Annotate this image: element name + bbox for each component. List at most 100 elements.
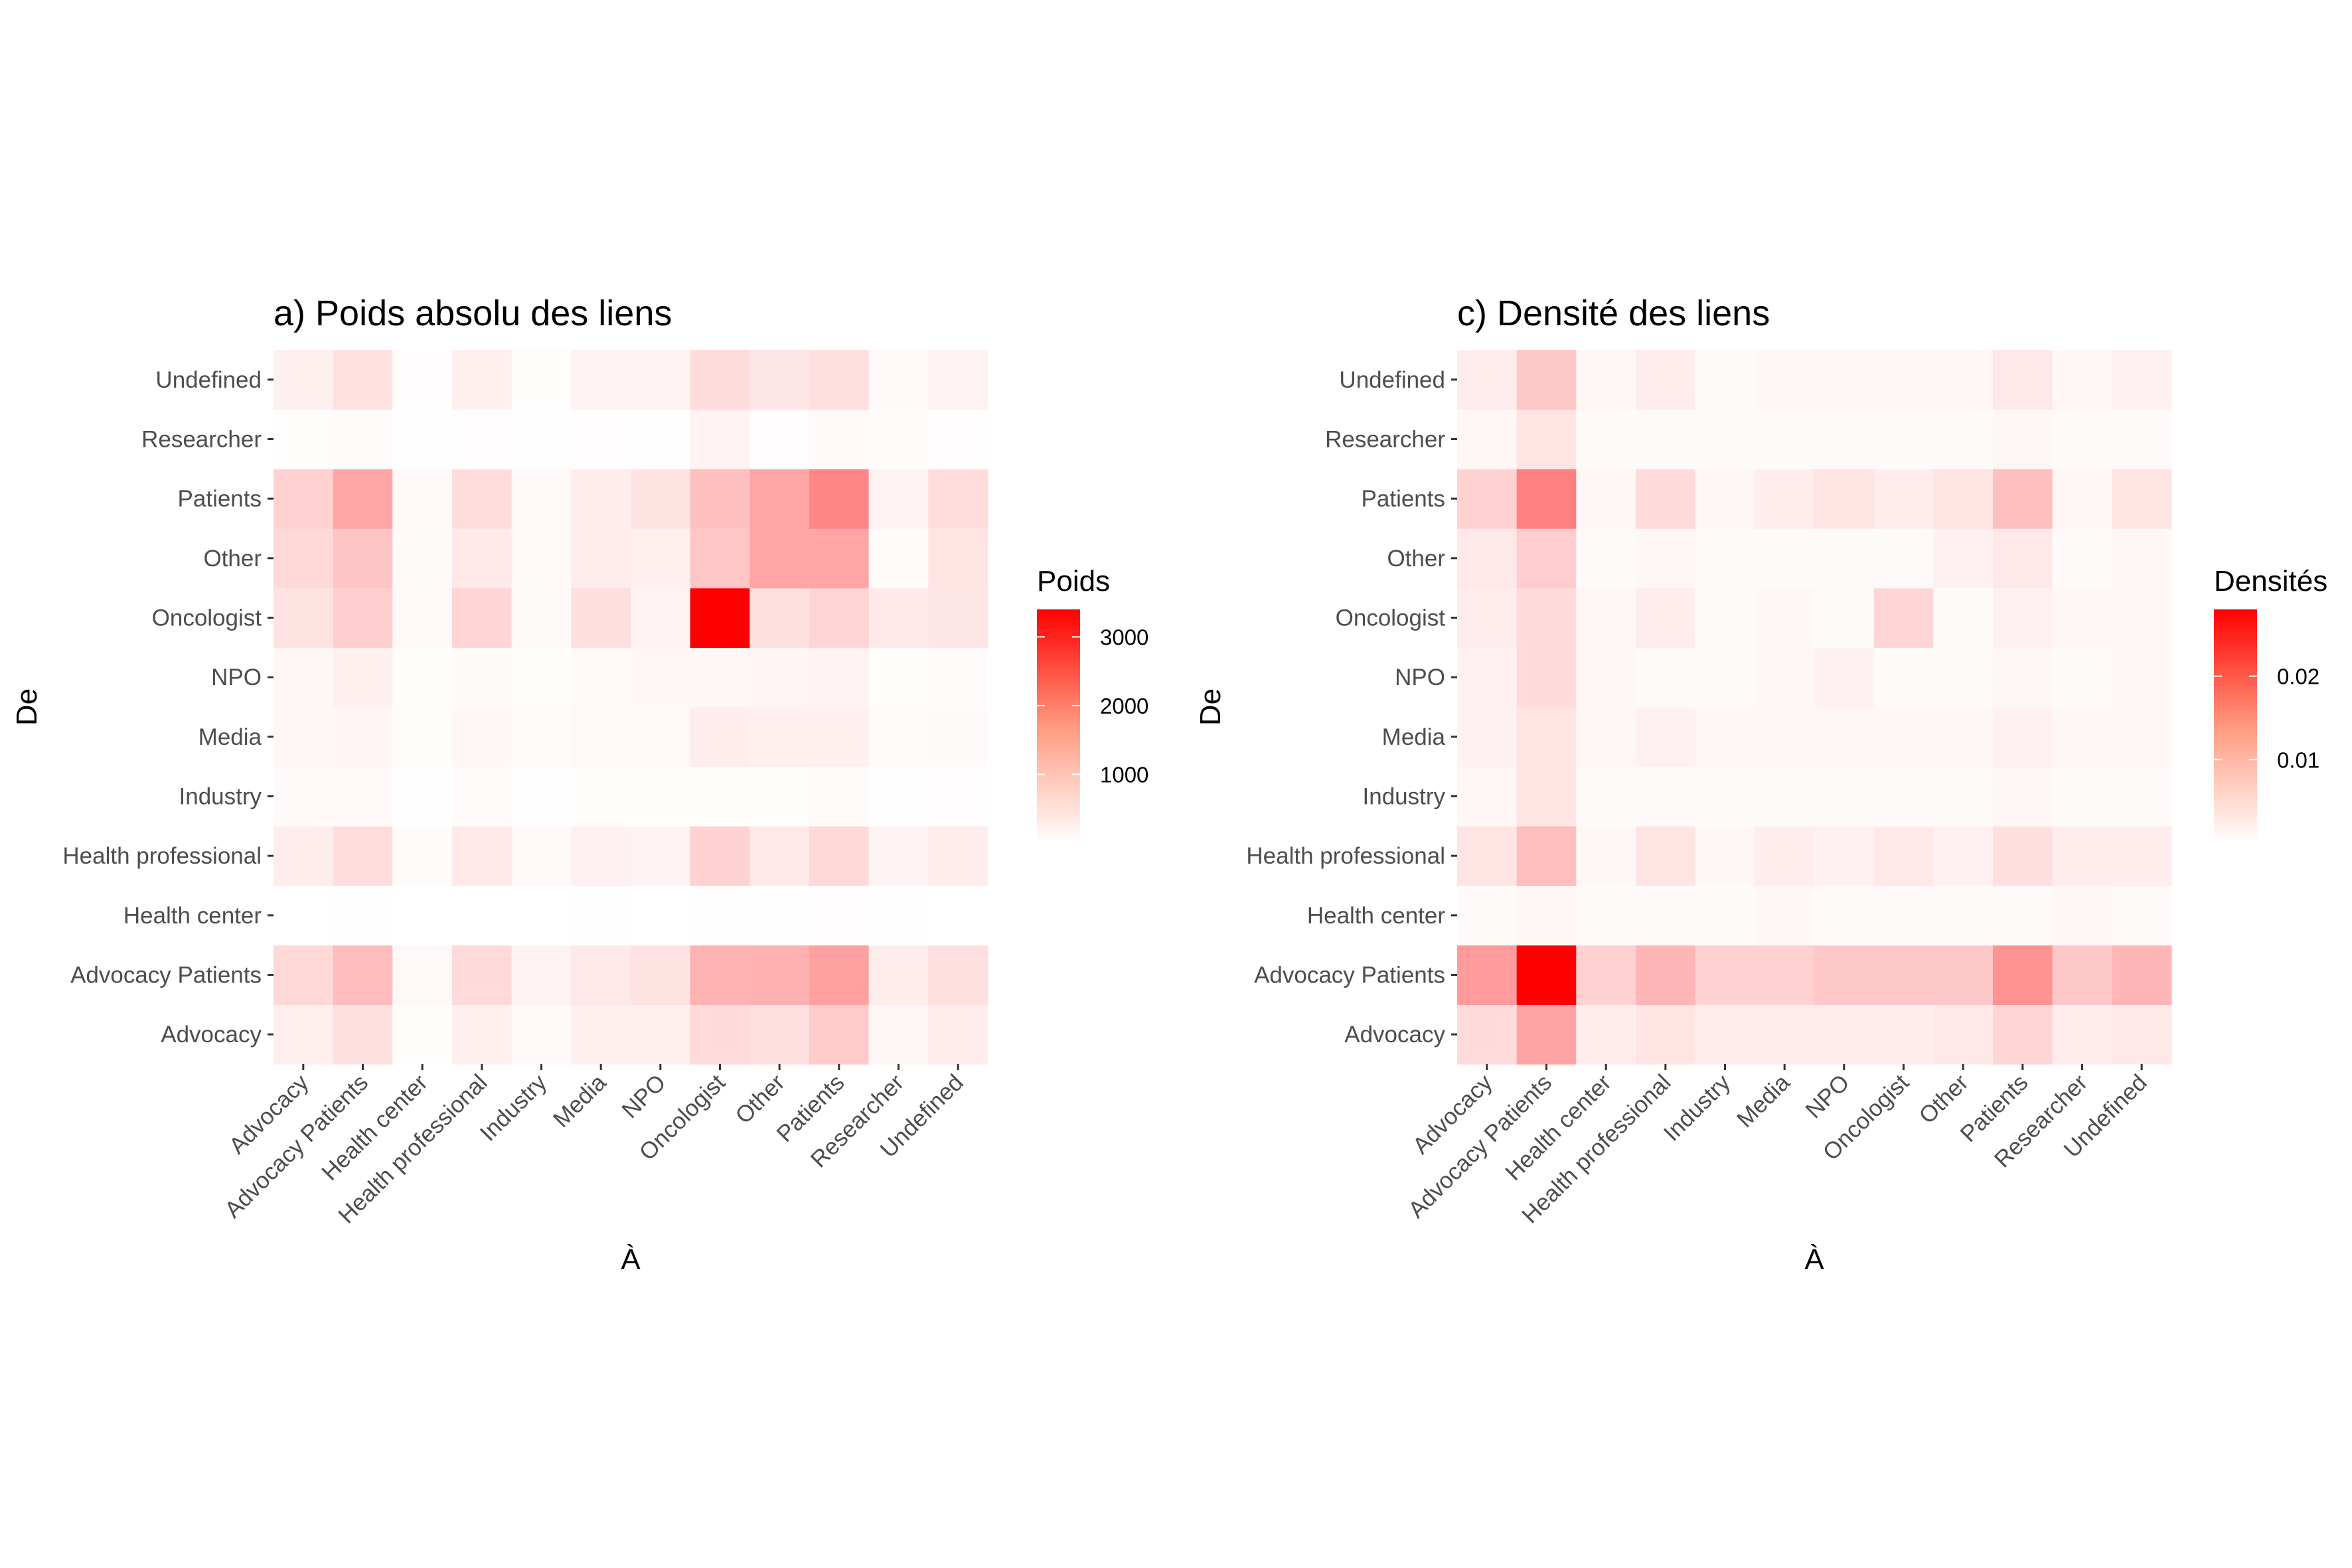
heatmap-cell-patients-to-npo: [631, 469, 691, 529]
heatmap-cell-undefined-to-researcher: [868, 350, 929, 410]
heatmap-cells-c: [1457, 350, 2172, 1065]
heatmap-cell-advocacy-to-industry: [511, 1004, 572, 1065]
heatmap-cell-npo-to-advocacy: [274, 647, 334, 708]
heatmap-cell-health-center-to-advocacy: [1457, 886, 1518, 946]
heatmap-cell-patients-to-patients: [809, 469, 870, 529]
heatmap-cell-health-center-to-advocacy-patients: [333, 886, 393, 946]
heatmap-cell-advocacy-to-undefined: [928, 1004, 988, 1065]
heatmap-cell-media-to-patients: [809, 707, 870, 767]
legend-tick-label: 2000: [1100, 694, 1148, 718]
heatmap-cell-oncologist-to-health-center: [392, 588, 453, 648]
heatmap-cell-industry-to-patients: [809, 766, 870, 826]
heatmap-cell-other-to-other: [1933, 528, 1994, 589]
heatmap-cell-advocacy-patients-to-patients: [1993, 945, 2053, 1005]
heatmap-cell-patients-to-industry: [511, 469, 572, 529]
heatmap-cell-health-professional-to-health-professional: [452, 826, 512, 886]
heatmap-cell-oncologist-to-oncologist: [1873, 588, 1934, 648]
heatmap-cell-advocacy-to-advocacy: [1457, 1004, 1518, 1065]
heatmap-cell-advocacy-to-undefined: [2112, 1004, 2172, 1065]
heatmap-cell-health-professional-to-other: [1933, 826, 1994, 886]
heatmap-cell-industry-to-npo: [1814, 766, 1875, 826]
heatmap-cell-health-professional-to-advocacy: [274, 826, 334, 886]
heatmap-cell-advocacy-to-advocacy: [274, 1004, 334, 1065]
heatmap-cell-media-to-advocacy-patients: [333, 707, 393, 767]
heatmap-cell-health-professional-to-health-professional: [1636, 826, 1696, 886]
heatmap-cell-health-professional-to-health-center: [392, 826, 453, 886]
heatmap-cell-oncologist-to-other: [1933, 588, 1994, 648]
heatmap-cell-npo-to-health-center: [1576, 647, 1636, 708]
heatmap-cell-advocacy-patients-to-npo: [631, 945, 691, 1005]
heatmap-cell-other-to-health-center: [1576, 528, 1636, 589]
heatmap-cell-oncologist-to-advocacy: [1457, 588, 1518, 648]
heatmap-cell-health-center-to-media: [1755, 886, 1815, 946]
legend-title-a: Poids: [1037, 565, 1110, 597]
heatmap-cell-other-to-industry: [511, 528, 572, 589]
heatmap-cell-other-to-media: [1755, 528, 1815, 589]
heatmap-cell-undefined-to-health-professional: [1636, 350, 1696, 410]
heatmap-cell-oncologist-to-advocacy: [274, 588, 334, 648]
heatmap-cell-health-center-to-researcher: [868, 886, 929, 946]
heatmap-cell-advocacy-to-advocacy-patients: [1516, 1004, 1577, 1065]
heatmap-cell-media-to-media: [1755, 707, 1815, 767]
heatmap-cell-patients-to-npo: [1814, 469, 1875, 529]
heatmap-cell-advocacy-to-other: [749, 1004, 810, 1065]
heatmap-cell-undefined-to-media: [1755, 350, 1815, 410]
heatmap-cell-undefined-to-health-center: [1576, 350, 1636, 410]
heatmap-cell-advocacy-patients-to-advocacy: [1457, 945, 1518, 1005]
heatmap-cell-undefined-to-advocacy-patients: [333, 350, 393, 410]
heatmap-cell-health-center-to-npo: [631, 886, 691, 946]
heatmap-cell-health-professional-to-advocacy-patients: [333, 826, 393, 886]
heatmap-cell-advocacy-to-advocacy-patients: [333, 1004, 393, 1065]
heatmap-cell-researcher-to-oncologist: [1873, 409, 1934, 469]
heatmap-cell-oncologist-to-npo: [631, 588, 691, 648]
heatmap-cell-advocacy-patients-to-advocacy-patients: [333, 945, 393, 1005]
heatmap-cell-advocacy-patients-to-media: [1755, 945, 1815, 1005]
heatmap-cell-health-center-to-undefined: [2112, 886, 2172, 946]
heatmap-cell-other-to-health-center: [392, 528, 453, 589]
heatmap-cell-other-to-patients: [809, 528, 870, 589]
heatmap-cell-patients-to-health-center: [1576, 469, 1636, 529]
heatmap-cell-patients-to-undefined: [928, 469, 988, 529]
heatmap-cell-other-to-advocacy: [1457, 528, 1518, 589]
heatmap-cell-advocacy-patients-to-oncologist: [690, 945, 750, 1005]
heatmap-cell-patients-to-oncologist: [1873, 469, 1934, 529]
heatmap-cell-advocacy-to-health-center: [392, 1004, 453, 1065]
heatmap-cell-advocacy-patients-to-other: [749, 945, 810, 1005]
heatmap-cell-npo-to-advocacy-patients: [1516, 647, 1577, 708]
heatmap-cell-advocacy-patients-to-advocacy: [274, 945, 334, 1005]
x-axis-title-a: À: [621, 1243, 641, 1276]
heatmap-cell-media-to-researcher: [868, 707, 929, 767]
heatmap-panel-a: a) Poids absolu des liens Advocacy Advoca…: [11, 293, 1148, 1276]
heatmap-cell-industry-to-health-professional: [1636, 766, 1696, 826]
heatmap-cell-undefined-to-other: [749, 350, 810, 410]
heatmap-cell-health-center-to-oncologist: [690, 886, 750, 946]
heatmap-cell-other-to-media: [571, 528, 631, 589]
heatmap-cell-media-to-undefined: [928, 707, 988, 767]
heatmap-cell-health-professional-to-media: [1755, 826, 1815, 886]
heatmap-cell-advocacy-to-media: [1755, 1004, 1815, 1065]
heatmap-cell-researcher-to-advocacy: [274, 409, 334, 469]
heatmap-cell-researcher-to-undefined: [928, 409, 988, 469]
heatmap-cell-undefined-to-health-center: [392, 350, 453, 410]
heatmap-cell-oncologist-to-other: [749, 588, 810, 648]
heatmap-cell-npo-to-undefined: [928, 647, 988, 708]
y-tick-label-industry: Industry: [1363, 784, 1446, 810]
y-tick-label-patients: Patients: [178, 486, 262, 512]
heatmap-cell-oncologist-to-advocacy-patients: [1516, 588, 1577, 648]
heatmap-cell-advocacy-patients-to-undefined: [928, 945, 988, 1005]
heatmap-cell-oncologist-to-media: [1755, 588, 1815, 648]
heatmap-cell-other-to-advocacy-patients: [1516, 528, 1577, 589]
heatmap-cell-npo-to-npo: [631, 647, 691, 708]
heatmap-cell-researcher-to-advocacy-patients: [1516, 409, 1577, 469]
heatmap-cell-other-to-industry: [1695, 528, 1755, 589]
heatmap-cell-other-to-other: [749, 528, 810, 589]
x-axis-title-c: À: [1804, 1243, 1824, 1276]
heatmap-cell-undefined-to-undefined: [928, 350, 988, 410]
heatmap-cell-researcher-to-researcher: [2052, 409, 2112, 469]
heatmap-cell-researcher-to-advocacy-patients: [333, 409, 393, 469]
heatmap-cell-oncologist-to-researcher: [868, 588, 929, 648]
heatmap-cell-npo-to-researcher: [2052, 647, 2112, 708]
heatmap-cell-patients-to-researcher: [2052, 469, 2112, 529]
heatmap-cell-undefined-to-advocacy: [274, 350, 334, 410]
y-axis-ticks-a: Advocacy Advocacy Patients Health center He…: [62, 367, 274, 1048]
